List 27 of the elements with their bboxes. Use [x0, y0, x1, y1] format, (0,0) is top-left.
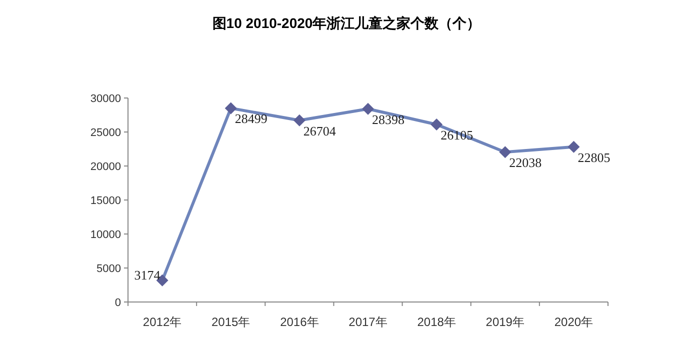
- data-label: 3174: [134, 267, 161, 282]
- y-tick-label: 30000: [90, 93, 121, 105]
- point: [293, 114, 306, 126]
- y-tick-label: 10000: [90, 229, 121, 241]
- y-tick-label: 20000: [90, 161, 121, 173]
- x-tick-label: 2020年: [554, 315, 594, 329]
- data-label: 26704: [303, 123, 336, 138]
- chart-title: 图10 2010-2020年浙江儿童之家个数（个）: [212, 15, 481, 31]
- y-tick-label: 25000: [90, 127, 121, 139]
- point: [224, 102, 237, 114]
- x-tick-label: 2018年: [417, 315, 456, 329]
- data-label: 22805: [578, 150, 610, 165]
- x-tick-label: 2016年: [280, 315, 319, 329]
- point: [499, 146, 512, 158]
- x-tick-label: 2015年: [212, 315, 250, 329]
- data-label: 28398: [372, 112, 404, 127]
- x-tick-label: 2019年: [486, 315, 524, 329]
- x-tick-label: 2012年: [142, 315, 182, 329]
- data-label: 22038: [509, 155, 542, 170]
- point: [362, 102, 374, 115]
- y-tick-label: 5000: [96, 263, 121, 275]
- x-tick-label: 2017年: [348, 315, 388, 329]
- point: [430, 118, 443, 130]
- y-tick-label: 15000: [90, 195, 121, 207]
- data-label: 28499: [234, 111, 268, 126]
- point: [568, 140, 580, 153]
- y-tick-label: 0: [114, 297, 121, 309]
